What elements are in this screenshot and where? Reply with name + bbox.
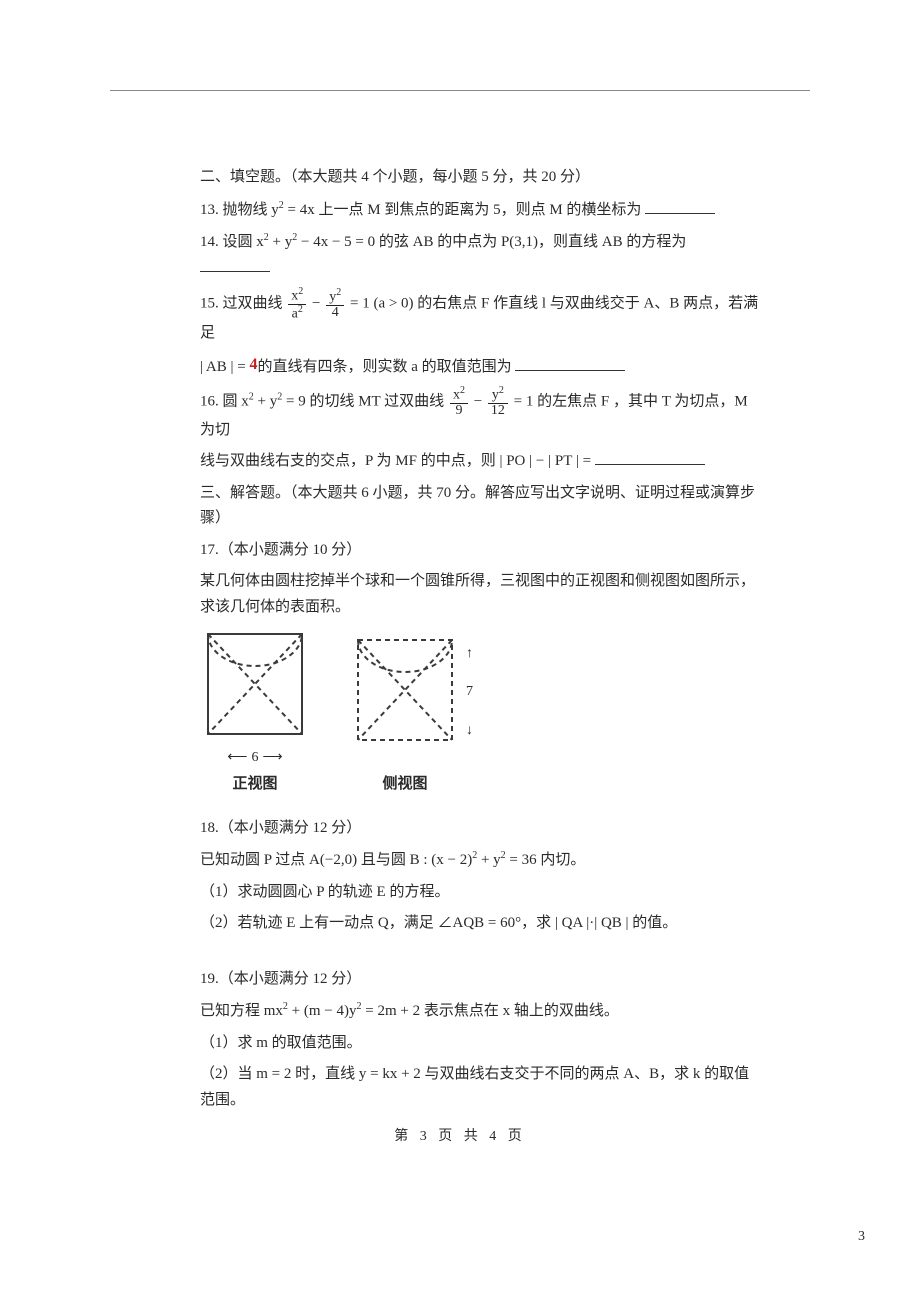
q15-frac1: x2 a2: [288, 287, 306, 321]
q16-l2: 线与双曲线右支的交点，P 为 MF 的中点，则 | PO | − | PT | …: [200, 449, 760, 475]
exam-page: 二、填空题。（本大题共 4 个小题，每小题 5 分，共 20 分） 13. 抛物…: [200, 165, 760, 1119]
q15-l2: | AB | = 4的直线有四条，则实数 a 的取值范围为: [200, 353, 760, 381]
q15-f1ns: 2: [298, 286, 303, 297]
q18-p0b: + y: [477, 852, 500, 868]
q18-p2: （2）若轨迹 E 上有一动点 Q，满足 ∠AQB = 60°，求 | QA |·…: [200, 911, 760, 937]
q15-frac2: y2 4: [326, 288, 344, 320]
q14-t1: 14. 设圆 x: [200, 234, 264, 250]
front-width-dim: ⟵ 6 ⟶: [200, 746, 310, 770]
q16-f1n: x: [453, 388, 460, 403]
q17-figures: ⟵ 6 ⟶ 正视图 侧视图 ↑ 7: [200, 626, 760, 797]
q19-p0c: = 2m + 2 表示焦点在 x 轴上的双曲线。: [362, 1003, 619, 1019]
q19-p2: （2）当 m = 2 时，直线 y = kx + 2 与双曲线右支交于不同的两点…: [200, 1062, 760, 1113]
side-view-block: 侧视图 ↑ 7 ↓: [350, 632, 473, 798]
q15-pre: 15. 过双曲线: [200, 296, 286, 312]
q19-p0: 已知方程 mx2 + (m − 4)y2 = 2m + 2 表示焦点在 x 轴上…: [200, 998, 760, 1025]
q19-p0b: + (m − 4)y: [288, 1003, 357, 1019]
q15-blank[interactable]: [515, 355, 625, 371]
q16-blank[interactable]: [595, 449, 705, 465]
q14-t3: − 4x − 5 = 0 的弦 AB 的中点为 P(3,1)，则直线 AB 的方…: [297, 234, 686, 250]
q17-title: 17.（本小题满分 10 分）: [200, 538, 760, 564]
top-rule: [110, 90, 810, 91]
q15-f2ns: 2: [336, 287, 341, 298]
q16-f1d: 9: [450, 404, 468, 418]
arrow-up-icon: ↑: [466, 642, 473, 666]
q18-title: 18.（本小题满分 12 分）: [200, 816, 760, 842]
q16-minus: −: [474, 394, 486, 410]
side-caption: 侧视图: [350, 772, 460, 798]
side-height: 7: [466, 680, 473, 704]
corner-page-number: 3: [858, 1225, 865, 1249]
q16-l2a: 线与双曲线右支的交点，P 为 MF 的中点，则 | PO | − | PT | …: [200, 453, 591, 469]
arrow-down-icon: ↓: [466, 719, 473, 743]
side-view-svg: [350, 632, 460, 752]
front-caption: 正视图: [200, 772, 310, 798]
side-height-dim: ↑ 7 ↓: [466, 632, 473, 752]
q14: 14. 设圆 x2 + y2 − 4x − 5 = 0 的弦 AB 的中点为 P…: [200, 229, 760, 281]
arrow-right-icon: ⟶: [263, 746, 283, 770]
q19-p0a: 已知方程 mx: [200, 1003, 283, 1019]
q16-f2n: y: [492, 388, 499, 403]
q13-text: 13. 抛物线 y: [200, 202, 279, 218]
q17-text: 某几何体由圆柱挖掉半个球和一个圆锥所得，三视图中的正视图和侧视图如图所示，求该几…: [200, 569, 760, 620]
q15-l1: 15. 过双曲线 x2 a2 − y2 4 = 1 (a > 0) 的右焦点 F…: [200, 287, 760, 347]
q13-blank[interactable]: [645, 198, 715, 214]
q19-p1: （1）求 m 的取值范围。: [200, 1031, 760, 1057]
q15-f2d: 4: [326, 306, 344, 320]
q15-l2a: | AB | =: [200, 359, 249, 375]
q15-redmark-icon: 4: [249, 351, 257, 378]
q16-pre: 16. 圆 x: [200, 394, 249, 410]
q15-minus: −: [312, 296, 324, 312]
q16-m1: + y: [254, 394, 277, 410]
q16-f1ns: 2: [460, 385, 465, 396]
q18-p0a: 已知动圆 P 过点 A(−2,0) 且与圆 B : (x − 2): [200, 852, 472, 868]
q13-text2: = 4x 上一点 M 到焦点的距离为 5，则点 M 的横坐标为: [284, 202, 642, 218]
q19-title: 19.（本小题满分 12 分）: [200, 967, 760, 993]
q16-f2ns: 2: [499, 385, 504, 396]
q16-frac2: y2 12: [488, 386, 508, 418]
q13: 13. 抛物线 y2 = 4x 上一点 M 到焦点的距离为 5，则点 M 的横坐…: [200, 197, 760, 224]
q18-p0c: = 36 内切。: [506, 852, 586, 868]
q16-l1: 16. 圆 x 2 + y 2 = 9 的切线 MT 过双曲线 x2 9 − y2 …: [200, 386, 760, 443]
q18-p1: （1）求动圆圆心 P 的轨迹 E 的方程。: [200, 880, 760, 906]
q18-p0: 已知动圆 P 过点 A(−2,0) 且与圆 B : (x − 2)2 + y2 …: [200, 847, 760, 874]
q16-f2d: 12: [488, 404, 508, 418]
section3-header: 三、解答题。（本大题共 6 小题，共 70 分。解答应写出文字说明、证明过程或演…: [200, 481, 760, 532]
front-width: 6: [252, 746, 259, 770]
front-view-block: ⟵ 6 ⟶ 正视图: [200, 626, 310, 797]
page-number: 第 3 页 共 4 页: [0, 1125, 920, 1149]
q15-f1ds: 2: [298, 304, 303, 315]
q14-blank[interactable]: [200, 256, 270, 272]
q15-l2b: 的直线有四条，则实数 a 的取值范围为: [257, 359, 511, 375]
section2-header: 二、填空题。（本大题共 4 个小题，每小题 5 分，共 20 分）: [200, 165, 760, 191]
arrow-left-icon: ⟵: [227, 746, 247, 770]
q16-m2: = 9 的切线 MT 过双曲线: [282, 394, 448, 410]
q14-t2: + y: [269, 234, 292, 250]
q16-frac1: x2 9: [450, 386, 468, 418]
front-view-svg: [200, 626, 310, 746]
